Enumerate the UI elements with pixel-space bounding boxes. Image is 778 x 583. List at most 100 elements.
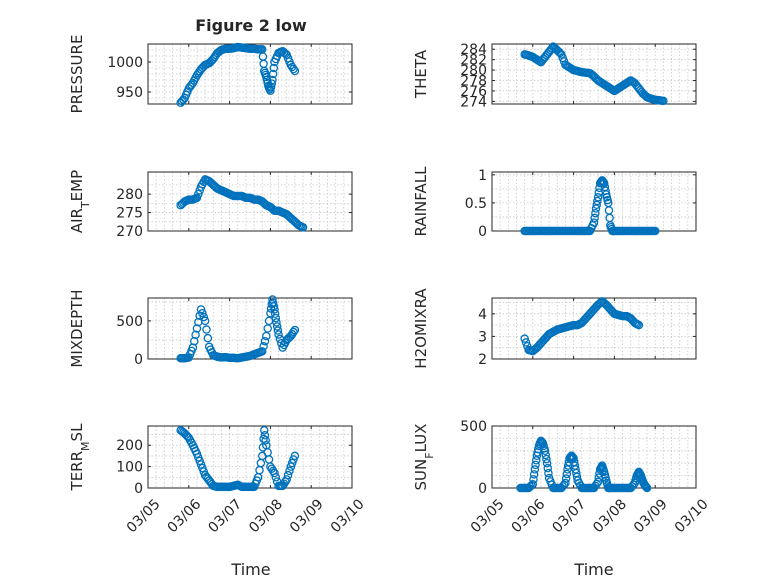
y-tick-label: 500 <box>460 419 487 435</box>
data-point <box>200 316 210 326</box>
x-tick-label: 03/05 <box>124 496 164 536</box>
data-point <box>272 322 282 331</box>
x-tick-label: 03/08 <box>590 496 630 536</box>
x-axis-label-right: Time <box>573 560 613 579</box>
data-point <box>562 469 572 479</box>
data-point <box>266 462 275 471</box>
data-point <box>199 312 209 322</box>
data-point <box>529 470 539 479</box>
data-point <box>281 49 290 58</box>
x-tick-label: 03/06 <box>509 496 549 536</box>
data-point <box>593 196 602 206</box>
data-point <box>278 481 287 491</box>
data-point <box>525 482 535 492</box>
y-tick-label: 1 <box>478 168 487 184</box>
data-point <box>540 446 550 456</box>
x-tick-label: 03/06 <box>165 496 205 536</box>
data-point <box>543 463 553 473</box>
data-point <box>521 338 531 347</box>
y-tick-label: 0 <box>134 481 143 497</box>
data-point <box>279 479 289 488</box>
data-point <box>271 313 281 323</box>
x-tick-label: 03/05 <box>468 496 508 536</box>
series <box>176 175 308 232</box>
data-point <box>298 223 308 232</box>
data-point <box>290 451 300 461</box>
data-point <box>192 193 202 203</box>
y-axis-label: MIXDEPTH <box>68 289 86 367</box>
data-point <box>202 325 211 334</box>
data-point <box>529 475 538 484</box>
y-axis-label: H2OMIXRA <box>412 288 430 369</box>
data-point <box>555 48 565 58</box>
x-tick-label: 03/07 <box>205 496 245 536</box>
data-point <box>591 208 600 218</box>
x-tick-label: 03/10 <box>672 496 712 536</box>
data-point <box>554 47 563 56</box>
data-point <box>285 466 294 476</box>
y-tick-label: 284 <box>460 42 487 58</box>
data-point <box>289 327 298 337</box>
air-temp-axes: 270 275 280 AIRTEMP <box>68 170 353 240</box>
figure-title: Figure 2 low <box>195 16 307 35</box>
y-tick-label: 0 <box>478 224 487 240</box>
y-tick-label: 275 <box>116 206 143 222</box>
data-point <box>206 57 215 67</box>
data-point <box>203 333 213 343</box>
series <box>516 436 652 493</box>
data-point <box>274 330 283 339</box>
pressure-axes: 950 1000 PRESSURE <box>68 35 353 113</box>
data-point <box>270 468 279 478</box>
y-axis-label: TERRMSL <box>68 423 92 492</box>
x-axis-label-left: Time <box>230 560 270 579</box>
data-point <box>542 454 551 464</box>
y-tick-label: 200 <box>116 438 143 454</box>
data-point <box>590 213 599 223</box>
data-point <box>260 426 269 435</box>
data-point <box>260 431 270 440</box>
data-point <box>196 305 206 314</box>
sun-flux-axes: 0 500 03/05 03/06 03/07 03/08 03/09 03/10 SUNFLU… <box>412 419 712 536</box>
y-axis-label: THETA <box>412 49 430 99</box>
data-point <box>282 475 291 484</box>
y-tick-label: 0.5 <box>465 196 487 212</box>
y-tick-label: 1000 <box>107 55 143 71</box>
axes-frame <box>491 43 697 105</box>
y-axis-label: RAINFALL <box>412 166 430 237</box>
mixdepth-axes: 0 500 MIXDEPTH <box>68 289 353 368</box>
data-point <box>561 478 570 488</box>
y-tick-label: 278 <box>460 74 487 90</box>
y-tick-label: 950 <box>116 85 143 101</box>
series <box>176 42 300 108</box>
y-tick-label: 276 <box>460 84 487 100</box>
data-point <box>642 483 652 493</box>
y-tick-label: 282 <box>460 53 487 69</box>
data-point <box>269 63 279 73</box>
data-point <box>659 96 668 106</box>
data-point <box>194 189 203 199</box>
data-point <box>541 450 550 460</box>
plot-area <box>148 298 352 359</box>
data-point <box>268 75 277 85</box>
data-point <box>260 336 270 346</box>
x-tick-label: 03/09 <box>631 496 671 536</box>
data-point <box>650 226 660 236</box>
data-point <box>593 477 603 487</box>
data-point <box>271 473 281 482</box>
data-point <box>266 304 276 313</box>
y-tick-label: 100 <box>116 460 143 476</box>
y-axis-label: SUNFLUX <box>412 424 436 491</box>
series <box>176 426 300 492</box>
data-point <box>289 64 298 74</box>
data-point <box>270 305 279 314</box>
y-tick-label: 3 <box>478 329 487 345</box>
x-tick-label: 03/07 <box>549 496 589 536</box>
data-point <box>283 470 293 480</box>
data-point <box>279 48 289 57</box>
data-point <box>272 318 281 327</box>
axes-frame <box>491 297 697 360</box>
data-point <box>181 430 191 440</box>
data-point <box>257 347 267 356</box>
data-point <box>625 77 634 86</box>
y-tick-label: 0 <box>478 481 487 497</box>
